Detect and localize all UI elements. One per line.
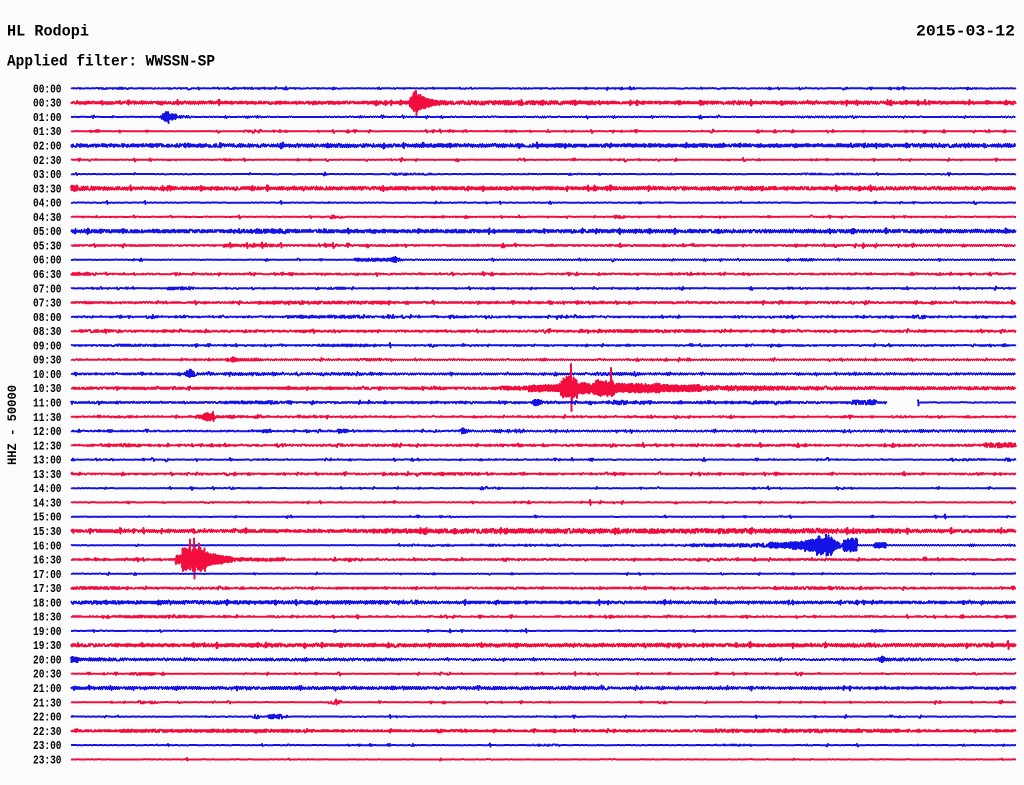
svg-text:23:00: 23:00 [33, 739, 62, 753]
svg-text:00:30: 00:30 [33, 97, 62, 111]
svg-text:16:30: 16:30 [33, 554, 62, 568]
svg-text:15:30: 15:30 [33, 525, 62, 539]
svg-text:02:30: 02:30 [33, 154, 62, 168]
svg-text:22:00: 22:00 [33, 711, 62, 725]
svg-text:02:00: 02:00 [33, 140, 62, 154]
svg-text:12:30: 12:30 [33, 439, 62, 453]
svg-text:18:30: 18:30 [33, 611, 62, 625]
svg-text:10:00: 10:00 [33, 368, 62, 382]
svg-text:16:00: 16:00 [33, 539, 62, 553]
svg-text:13:30: 13:30 [33, 468, 62, 482]
svg-text:11:30: 11:30 [33, 411, 62, 425]
svg-text:09:00: 09:00 [33, 339, 62, 353]
svg-text:19:00: 19:00 [33, 625, 62, 639]
svg-text:HL Rodopi: HL Rodopi [7, 23, 89, 41]
svg-text:22:30: 22:30 [33, 725, 62, 739]
svg-text:17:30: 17:30 [33, 582, 62, 596]
svg-text:13:00: 13:00 [33, 454, 62, 468]
svg-text:06:00: 06:00 [33, 254, 62, 268]
svg-text:2015-03-12: 2015-03-12 [916, 23, 1015, 41]
svg-text:00:00: 00:00 [33, 82, 62, 96]
svg-text:04:00: 04:00 [33, 197, 62, 211]
svg-text:21:30: 21:30 [33, 696, 62, 710]
svg-text:05:00: 05:00 [33, 225, 62, 239]
svg-text:03:00: 03:00 [33, 168, 62, 182]
svg-text:17:00: 17:00 [33, 568, 62, 582]
svg-text:15:00: 15:00 [33, 511, 62, 525]
svg-text:01:30: 01:30 [33, 125, 62, 139]
svg-text:14:30: 14:30 [33, 496, 62, 510]
svg-text:04:30: 04:30 [33, 211, 62, 225]
svg-text:12:00: 12:00 [33, 425, 62, 439]
svg-text:11:00: 11:00 [33, 397, 62, 411]
svg-text:07:00: 07:00 [33, 282, 62, 296]
svg-text:14:00: 14:00 [33, 482, 62, 496]
svg-text:03:30: 03:30 [33, 182, 62, 196]
svg-text:08:00: 08:00 [33, 311, 62, 325]
svg-text:Applied filter: WWSSN-SP: Applied filter: WWSSN-SP [7, 53, 215, 71]
svg-text:18:00: 18:00 [33, 596, 62, 610]
svg-text:20:30: 20:30 [33, 668, 62, 682]
svg-text:09:30: 09:30 [33, 354, 62, 368]
svg-text:19:30: 19:30 [33, 639, 62, 653]
svg-text:06:30: 06:30 [33, 268, 62, 282]
svg-text:21:00: 21:00 [33, 682, 62, 696]
svg-text:HHZ - 50000: HHZ - 50000 [6, 385, 20, 465]
svg-text:01:00: 01:00 [33, 111, 62, 125]
svg-text:07:30: 07:30 [33, 297, 62, 311]
svg-text:08:30: 08:30 [33, 325, 62, 339]
svg-text:05:30: 05:30 [33, 239, 62, 253]
svg-text:20:00: 20:00 [33, 654, 62, 668]
svg-text:23:30: 23:30 [33, 753, 62, 767]
svg-text:10:30: 10:30 [33, 382, 62, 396]
